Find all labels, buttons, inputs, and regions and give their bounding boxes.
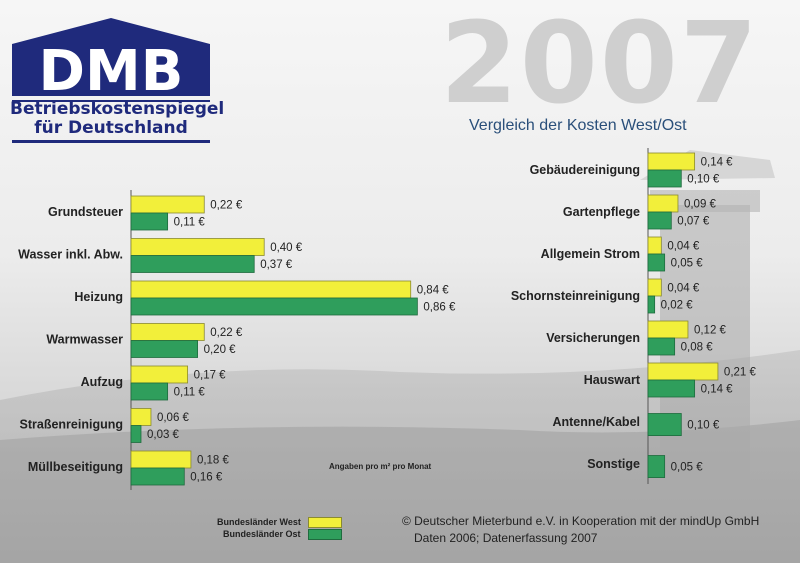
- west-ost-chart-left-data-label: 0,11 €: [174, 217, 206, 229]
- west-ost-chart-right-bar-west: [647, 194, 679, 213]
- west-ost-chart-left-bar-ost: [130, 467, 185, 486]
- west-ost-chart-left-bar-west: [130, 450, 192, 469]
- legend-west-swatch: [308, 517, 342, 528]
- west-ost-chart-right-bar-combined: [647, 455, 666, 479]
- logo-tagline-1: Betriebskostenspiegel: [10, 99, 225, 119]
- west-ost-chart-left-data-label: 0,37 €: [260, 259, 293, 271]
- west-ost-chart-left-bar-west: [130, 323, 205, 341]
- west-ost-chart-left-bar-ost: [130, 297, 418, 316]
- legend-ost-swatch: [308, 529, 342, 540]
- west-ost-chart-right-category-label: Antenne/Kabel: [552, 415, 640, 429]
- west-ost-chart-left-bar-ost: [130, 425, 142, 443]
- west-ost-chart-right-bar-combined: [647, 413, 682, 437]
- west-ost-chart-right-data-label: 0,10 €: [687, 174, 720, 186]
- west-ost-chart-right-data-label: 0,09 €: [684, 199, 717, 211]
- legend-ost-label: Bundesländer Ost: [223, 529, 301, 539]
- west-ost-chart-right-bar-ost: [647, 253, 666, 272]
- west-ost-chart-right-data-label: 0,08 €: [681, 342, 714, 354]
- west-ost-chart-left-data-label: 0,84 €: [417, 285, 450, 297]
- west-ost-chart-right-data-label: 0,05 €: [671, 258, 704, 270]
- west-ost-chart-left-bar-ost: [130, 382, 169, 401]
- west-ost-chart-left-data-label: 0,22 €: [210, 200, 243, 212]
- west-ost-chart-left-bar-west: [130, 238, 265, 256]
- west-ost-chart-right-data-label: 0,12 €: [694, 325, 727, 337]
- west-ost-chart-right-data-label: 0,04 €: [667, 283, 700, 295]
- west-ost-chart-right-bar-west: [647, 152, 696, 171]
- west-ost-chart-right-data-label: 0,10 €: [687, 420, 720, 432]
- west-ost-chart-right-data-label: 0,02 €: [661, 300, 694, 312]
- west-ost-chart-left-bar-west: [130, 195, 205, 214]
- chart-subtitle: Vergleich der Kosten West/Ost: [469, 117, 687, 134]
- legend-west-label: Bundesländer West: [217, 517, 301, 527]
- west-ost-chart-left-bar-ost: [130, 340, 198, 358]
- west-ost-chart-right-bar-ost: [647, 169, 682, 188]
- west-ost-chart-right-data-label: 0,21 €: [724, 367, 757, 379]
- west-ost-chart-left-data-label: 0,17 €: [194, 370, 227, 382]
- west-ost-chart-right-bar-ost: [647, 211, 672, 230]
- west-ost-chart-right-data-label: 0,14 €: [701, 384, 734, 396]
- west-ost-chart-left-data-label: 0,16 €: [190, 472, 223, 484]
- west-ost-chart-left-bar-west: [130, 365, 189, 384]
- west-ost-chart-left-data-label: 0,06 €: [157, 412, 190, 424]
- west-ost-chart-right-bar-west: [647, 320, 689, 339]
- west-ost-chart-left-bar-ost: [130, 212, 169, 231]
- west-ost-chart-right-category-label: Gebäudereinigung: [530, 163, 640, 177]
- west-ost-chart-left-data-label: 0,18 €: [197, 455, 230, 467]
- west-ost-chart-right-category-label: Sonstige: [587, 457, 640, 471]
- west-ost-chart-left-category-label: Heizung: [74, 290, 123, 304]
- unit-note: Angaben pro m² pro Monat: [329, 462, 432, 471]
- copyright-credit: © Deutscher Mieterbund e.V. in Kooperati…: [402, 514, 760, 528]
- dmb-logo: DMB: [12, 18, 210, 143]
- west-ost-chart-left-bar-west: [130, 408, 152, 426]
- west-ost-chart-right-category-label: Allgemein Strom: [541, 247, 640, 261]
- west-ost-chart-left-category-label: Müllbeseitigung: [28, 460, 123, 474]
- west-ost-chart-right-category-label: Gartenpflege: [563, 205, 640, 219]
- west-ost-chart-left-category-label: Wasser inkl. Abw.: [18, 248, 123, 262]
- west-ost-chart-right-category-label: Hauswart: [584, 373, 641, 387]
- west-ost-chart-right-bar-ost: [647, 295, 656, 314]
- west-ost-chart-right-bar-west: [647, 278, 662, 297]
- year-watermark: 2007: [440, 0, 760, 129]
- west-ost-chart-left-category-label: Warmwasser: [46, 333, 123, 347]
- west-ost-chart-right-data-label: 0,14 €: [701, 157, 734, 169]
- west-ost-chart-right-data-label: 0,07 €: [677, 216, 710, 228]
- logo-tagline-2: für Deutschland: [34, 118, 188, 138]
- west-ost-chart-right-bar-west: [647, 362, 719, 381]
- west-ost-chart-left-data-label: 0,03 €: [147, 429, 180, 441]
- west-ost-chart-left-data-label: 0,22 €: [210, 327, 243, 339]
- west-ost-chart-right-bar-ost: [647, 337, 676, 356]
- west-ost-chart-left-data-label: 0,11 €: [174, 387, 206, 399]
- logo-abbr: DMB: [39, 39, 184, 104]
- west-ost-chart-right-category-label: Schornsteinreinigung: [511, 289, 640, 303]
- west-ost-chart-right-category-label: Versicherungen: [546, 331, 640, 345]
- west-ost-chart-left-bar-west: [130, 280, 412, 299]
- west-ost-chart-left-category-label: Aufzug: [81, 375, 123, 389]
- west-ost-chart-left-data-label: 0,86 €: [423, 302, 456, 314]
- west-ost-chart-right-data-label: 0,05 €: [671, 462, 704, 474]
- west-ost-chart-left-data-label: 0,20 €: [204, 344, 237, 356]
- west-ost-chart-right-data-label: 0,04 €: [667, 241, 700, 253]
- west-ost-chart-left-data-label: 0,40 €: [270, 242, 303, 254]
- west-ost-chart-left-category-label: Straßenreinigung: [20, 418, 123, 432]
- data-source-credit: Daten 2006; Datenerfassung 2007: [414, 531, 598, 545]
- west-ost-chart-right-bar-west: [647, 236, 662, 255]
- west-ost-chart-right-bar-ost: [647, 379, 696, 398]
- west-ost-chart-left-bar-ost: [130, 255, 255, 273]
- west-ost-chart-left-category-label: Grundsteuer: [48, 205, 123, 219]
